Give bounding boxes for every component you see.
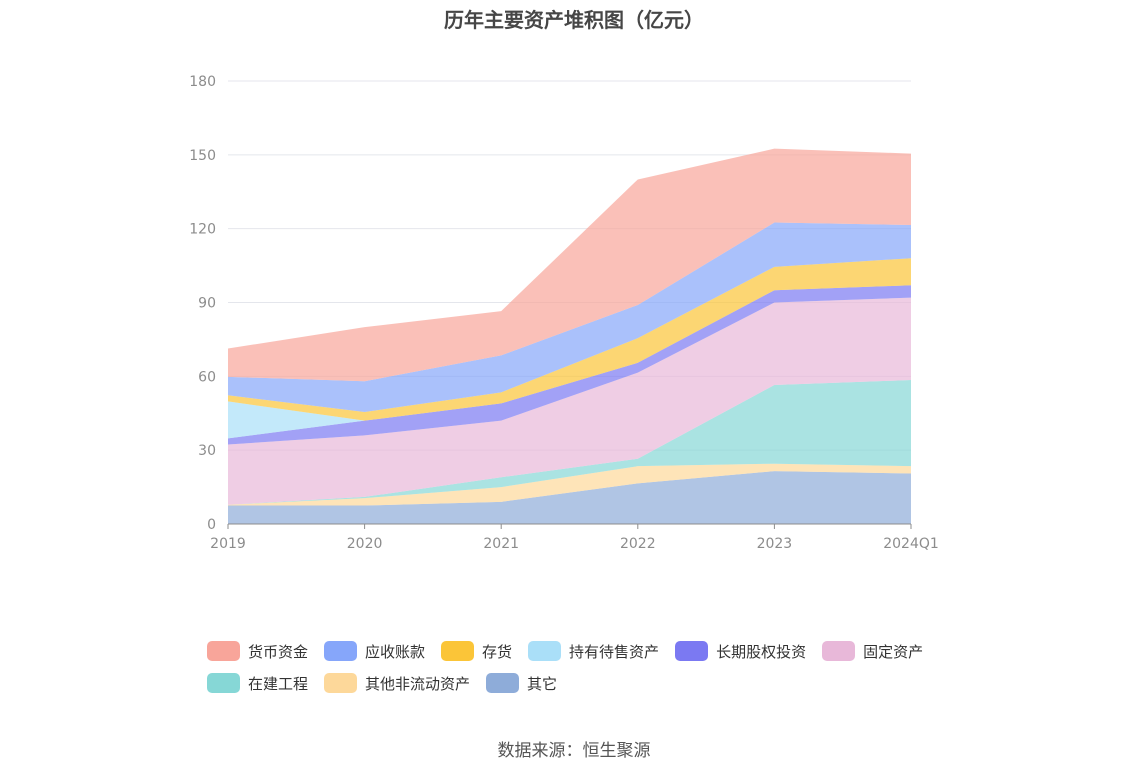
legend-item[interactable]: 货币资金 bbox=[207, 640, 308, 662]
y-tick-label: 0 bbox=[207, 517, 216, 533]
legend-label: 其他非流动资产 bbox=[365, 674, 471, 693]
y-tick-label: 30 bbox=[198, 443, 216, 459]
legend-item[interactable]: 存货 bbox=[441, 640, 512, 662]
legend-label: 在建工程 bbox=[248, 674, 309, 693]
legend-item[interactable]: 持有待售资产 bbox=[528, 640, 659, 662]
legend-item[interactable]: 在建工程 bbox=[207, 672, 308, 694]
chart-title: 历年主要资产堆积图（亿元） bbox=[444, 8, 704, 32]
x-tick-label: 2024Q1 bbox=[883, 536, 939, 552]
legend-swatch bbox=[324, 641, 358, 661]
area-series-固定资产 bbox=[228, 297, 911, 505]
area-series-应收账款 bbox=[228, 222, 911, 413]
legend-label: 应收账款 bbox=[365, 642, 426, 661]
x-tick-label: 2023 bbox=[757, 536, 793, 552]
x-tick-label: 2022 bbox=[620, 536, 656, 552]
legend-swatch bbox=[486, 673, 520, 693]
legend-swatch bbox=[441, 641, 475, 661]
legend-item[interactable]: 应收账款 bbox=[324, 640, 425, 662]
legend-label: 货币资金 bbox=[248, 642, 309, 661]
legend-label: 长期股权投资 bbox=[716, 642, 807, 661]
y-tick-label: 60 bbox=[198, 369, 216, 385]
legend-swatch bbox=[528, 641, 562, 661]
legend-label: 其它 bbox=[527, 674, 558, 693]
legend: 货币资金 应收账款 存货 持有待售资产 长期股权投资 固定资产在建工程 其他非流动资产 其它 bbox=[207, 640, 967, 704]
y-tick-label: 180 bbox=[189, 74, 216, 90]
legend-item[interactable]: 固定资产 bbox=[822, 640, 923, 662]
chart-plot: 0 30 60 90 120 150 180 2019 2020 2021 2022 2023 2024… bbox=[189, 74, 939, 552]
data-source-note: 数据来源：恒生聚源 bbox=[497, 741, 651, 761]
legend-item[interactable]: 其它 bbox=[486, 672, 557, 694]
legend-swatch bbox=[675, 641, 709, 661]
y-tick-label: 90 bbox=[198, 296, 216, 312]
y-tick-label: 150 bbox=[189, 148, 216, 164]
area-series-其它 bbox=[228, 471, 911, 524]
x-tick-label: 2020 bbox=[347, 536, 383, 552]
y-tick-label: 120 bbox=[189, 222, 216, 238]
area-series-货币资金 bbox=[228, 148, 911, 382]
legend-label: 固定资产 bbox=[863, 642, 924, 661]
legend-swatch bbox=[822, 641, 856, 661]
legend-swatch bbox=[207, 673, 240, 693]
area-series-持有待售资产 bbox=[228, 285, 911, 439]
legend-label: 存货 bbox=[482, 642, 513, 661]
axes: 0 30 60 90 120 150 180 2019 2020 2021 2022 2023 2024… bbox=[189, 74, 939, 552]
legend-swatch bbox=[207, 641, 240, 661]
x-tick-label: 2019 bbox=[210, 536, 246, 552]
area-series-其他非流动资产 bbox=[228, 463, 911, 506]
legend-item[interactable]: 其他非流动资产 bbox=[324, 672, 470, 694]
area-series bbox=[228, 148, 911, 524]
area-series-在建工程 bbox=[228, 380, 911, 505]
x-tick-label: 2021 bbox=[483, 536, 519, 552]
legend-item[interactable]: 长期股权投资 bbox=[675, 640, 806, 662]
legend-label: 持有待售资产 bbox=[569, 642, 660, 661]
legend-swatch bbox=[324, 673, 358, 693]
area-series-存货 bbox=[228, 258, 911, 421]
